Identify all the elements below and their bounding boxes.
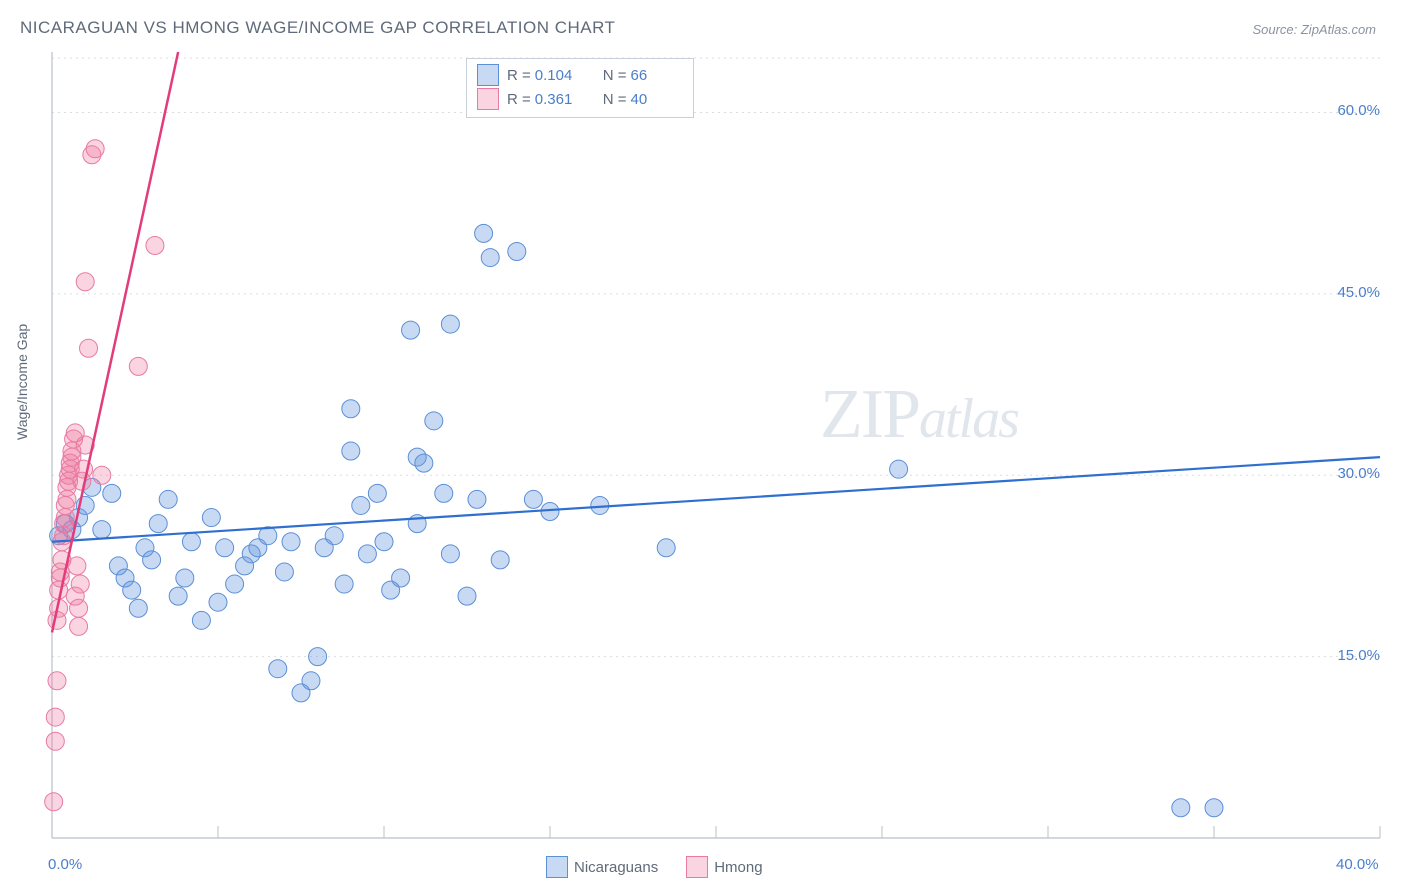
y-tick-label: 60.0%	[1337, 102, 1380, 119]
legend-swatch	[546, 856, 568, 878]
r-value: 0.104	[535, 67, 587, 84]
n-value: 40	[631, 91, 683, 108]
correlation-legend: R =0.104 N =66 R =0.361 N =40	[466, 58, 694, 118]
legend-swatch	[686, 856, 708, 878]
scatter-plot	[0, 0, 1406, 892]
n-label: N =	[603, 91, 627, 108]
legend-series-name: Hmong	[714, 859, 762, 876]
y-tick-label: 45.0%	[1337, 284, 1380, 301]
x-tick-label: 40.0%	[1336, 856, 1379, 873]
legend-stats-row: R =0.104 N =66	[477, 63, 683, 87]
n-value: 66	[631, 67, 683, 84]
legend-stats-row: R =0.361 N =40	[477, 87, 683, 111]
y-tick-label: 30.0%	[1337, 465, 1380, 482]
legend-series-name: Nicaraguans	[574, 859, 658, 876]
y-tick-label: 15.0%	[1337, 647, 1380, 664]
n-label: N =	[603, 67, 627, 84]
series-legend: Nicaraguans Hmong	[546, 856, 791, 878]
r-label: R =	[507, 91, 531, 108]
r-value: 0.361	[535, 91, 587, 108]
legend-swatch	[477, 88, 499, 110]
legend-swatch	[477, 64, 499, 86]
r-label: R =	[507, 67, 531, 84]
x-tick-label: 0.0%	[48, 856, 82, 873]
